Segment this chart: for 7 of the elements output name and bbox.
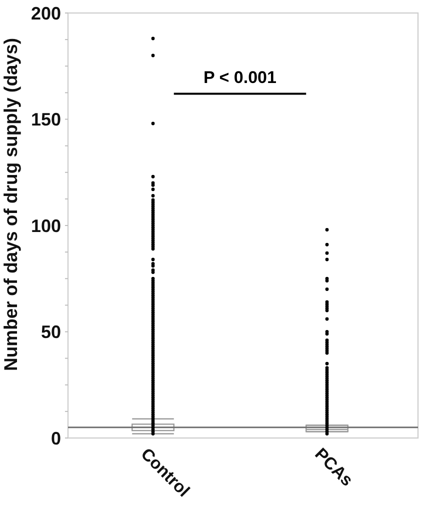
annotation: P < 0.001	[204, 68, 276, 87]
y-tick-label: 100	[30, 216, 61, 236]
y-axis-title: Number of days of drug supply (days)	[0, 38, 21, 372]
y-tick-label: 200	[30, 3, 61, 24]
y-tick-label: 0	[50, 428, 61, 448]
y-tick-label: 150	[30, 110, 61, 130]
y-tick-label: 50	[40, 322, 61, 342]
